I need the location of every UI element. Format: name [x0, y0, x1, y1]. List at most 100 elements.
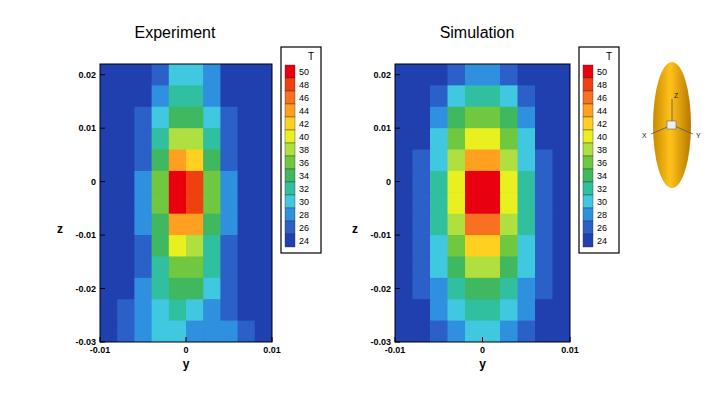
heat-cell: [220, 321, 238, 342]
heat-cell: [100, 192, 118, 214]
heat-cell: [152, 85, 170, 107]
heat-cell: [169, 299, 187, 321]
heat-cell: [430, 235, 448, 257]
y-tick-label: 0: [386, 177, 391, 187]
colorbar-tick-label: 42: [299, 119, 309, 129]
heat-cell: [430, 299, 448, 321]
heat-cell: [152, 299, 170, 321]
heat-cell: [535, 64, 553, 86]
colorbar-tick-label: 50: [597, 67, 607, 77]
heat-cell: [395, 321, 413, 342]
y-tick: [395, 288, 400, 289]
heat-cell: [500, 150, 518, 172]
y-tick-label: 0.02: [78, 70, 96, 80]
heat-cell: [169, 150, 187, 172]
heat-cell: [238, 299, 256, 321]
heat-cell: [255, 150, 272, 172]
chart: Simulation-0.0100.01-0.03-0.02-0.0100.01…: [352, 24, 619, 371]
heat-cell: [169, 235, 187, 257]
colorbar-tick-label: 50: [299, 67, 309, 77]
heat-cell: [117, 64, 135, 86]
heat-cell: [100, 171, 118, 193]
y-tick: [100, 342, 105, 343]
heat-cell: [152, 256, 170, 278]
colorbar-swatch: [285, 117, 295, 130]
y-tick-label: -0.01: [75, 230, 96, 240]
heat-cell: [117, 150, 135, 172]
heat-cell: [238, 128, 256, 150]
heat-cell: [413, 107, 431, 129]
heat-cell: [186, 214, 204, 236]
heat-cell: [483, 321, 501, 342]
y-tick: [395, 235, 400, 236]
ellipsoid-icon: ZXY: [642, 62, 701, 188]
colorbar-box: [281, 47, 321, 253]
colorbar-swatch: [583, 221, 593, 234]
plot-frame: [395, 64, 570, 342]
heat-cell: [535, 171, 553, 193]
heat-cell: [483, 85, 501, 107]
heat-cell: [553, 214, 571, 236]
colorbar-tick-label: 36: [597, 158, 607, 168]
heat-cell: [134, 235, 152, 257]
heat-cell: [169, 278, 187, 300]
heat-cell: [203, 150, 221, 172]
heat-cell: [220, 235, 238, 257]
heat-cell: [430, 171, 448, 193]
heat-cell: [465, 256, 483, 278]
heat-cell: [465, 321, 483, 342]
heat-cell: [430, 214, 448, 236]
colorbar-tick-label: 24: [597, 236, 607, 246]
heat-cell: [518, 192, 536, 214]
colorbar-swatch: [583, 104, 593, 117]
heat-cell: [518, 64, 536, 86]
colorbar-swatch: [583, 195, 593, 208]
heat-cell: [117, 214, 135, 236]
y-tick-label: 0.02: [373, 70, 391, 80]
heat-cell: [518, 171, 536, 193]
heat-cell: [100, 85, 118, 107]
y-tick-label: 0: [91, 177, 96, 187]
heat-cell: [448, 171, 466, 193]
heat-cell: [430, 64, 448, 86]
heat-cell: [238, 235, 256, 257]
heat-cell: [430, 150, 448, 172]
heat-cell: [413, 299, 431, 321]
heat-cell: [500, 107, 518, 129]
colorbar-swatch: [285, 234, 295, 247]
heat-cell: [535, 278, 553, 300]
y-axis-label: z: [352, 222, 358, 236]
heat-cell: [518, 214, 536, 236]
heat-cell: [448, 150, 466, 172]
heat-cell: [448, 278, 466, 300]
heat-cell: [448, 214, 466, 236]
heat-cell: [413, 235, 431, 257]
heat-cell: [134, 299, 152, 321]
heat-cell: [117, 256, 135, 278]
heat-cell: [553, 278, 571, 300]
heat-cell: [255, 214, 272, 236]
colorbar-tick-label: 24: [299, 236, 309, 246]
y-tick-label: -0.03: [370, 337, 391, 347]
colorbar-swatch: [583, 234, 593, 247]
y-tick: [100, 288, 105, 289]
heat-cell: [535, 235, 553, 257]
heat-cell: [483, 192, 501, 214]
heat-cell: [553, 256, 571, 278]
heat-cell: [255, 278, 272, 300]
heat-cell: [152, 107, 170, 129]
colorbar-tick-label: 32: [299, 184, 309, 194]
heat-cell: [553, 192, 571, 214]
heat-cell: [448, 64, 466, 86]
colorbar-tick-label: 26: [597, 223, 607, 233]
heat-cell: [535, 214, 553, 236]
heat-cell: [238, 214, 256, 236]
heat-cell: [134, 171, 152, 193]
heat-cell: [535, 321, 553, 342]
heat-cell: [395, 299, 413, 321]
heat-cell: [203, 278, 221, 300]
heat-cell: [553, 150, 571, 172]
heat-cell: [430, 107, 448, 129]
colorbar-swatch: [285, 65, 295, 78]
heat-cell: [238, 321, 256, 342]
